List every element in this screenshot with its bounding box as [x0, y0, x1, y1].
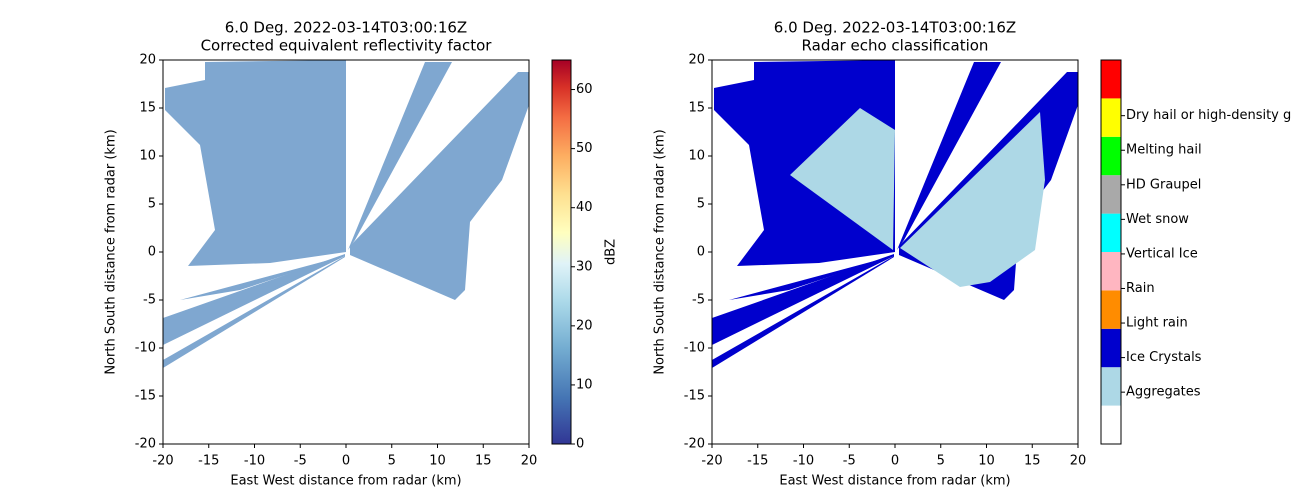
x-tick-label: -15 — [747, 454, 768, 469]
colorbar-label: dBZ — [604, 239, 619, 265]
colorbar-segment — [1101, 367, 1121, 406]
x-tick-label: 5 — [937, 454, 945, 469]
y-tick-label: -5 — [692, 293, 705, 308]
colorbar-segment — [1101, 98, 1121, 137]
chart-title: Corrected equivalent reflectivity factor — [201, 37, 493, 55]
colorbar-tick-label: 0 — [576, 437, 584, 452]
x-tick-label: -5 — [294, 454, 307, 469]
x-tick-label: -10 — [793, 454, 814, 469]
colorbar-segment — [1101, 290, 1121, 329]
x-tick-label: 5 — [388, 454, 396, 469]
colorbar-tick-label: Dry hail or high-density g — [1126, 108, 1291, 123]
y-tick-label: 15 — [688, 101, 705, 116]
x-tick-label: 10 — [429, 454, 446, 469]
colorbar-tick-label: Melting hail — [1126, 143, 1202, 158]
y-tick-label: 10 — [688, 149, 705, 164]
x-tick-label: 15 — [475, 454, 492, 469]
y-tick-label: -20 — [135, 437, 156, 452]
chart-title: 6.0 Deg. 2022-03-14T03:00:16Z — [774, 19, 1016, 37]
x-axis-label: East West distance from radar (km) — [779, 474, 1010, 489]
colorbar-tick-label: 40 — [576, 200, 593, 215]
x-tick-label: -20 — [701, 454, 722, 469]
x-tick-label: -20 — [152, 454, 173, 469]
colorbar-segment — [1101, 213, 1121, 252]
y-tick-label: 5 — [697, 197, 705, 212]
colorbar-segment — [1101, 175, 1121, 214]
colorbar-tick-label: 20 — [576, 318, 593, 333]
y-tick-label: -10 — [135, 341, 156, 356]
colorbar-tick-label: 60 — [576, 82, 593, 97]
y-tick-label: -5 — [143, 293, 156, 308]
colorbar-tick-label: HD Graupel — [1126, 177, 1201, 192]
x-tick-label: -10 — [244, 454, 265, 469]
colorbar-gradient — [552, 60, 571, 444]
colorbar-tick-label: Wet snow — [1126, 212, 1189, 227]
x-tick-label: 10 — [978, 454, 995, 469]
y-tick-label: 20 — [688, 53, 705, 68]
y-tick-label: 20 — [139, 53, 156, 68]
colorbar-tick-label: Light rain — [1126, 316, 1188, 331]
x-tick-label: 20 — [521, 454, 538, 469]
colorbar-tick-label: Ice Crystals — [1126, 350, 1202, 365]
colorbar-tick-label: Rain — [1126, 281, 1155, 296]
chart-title: Radar echo classification — [802, 37, 989, 55]
colorbar-segment — [1101, 60, 1121, 99]
colorbar-segment — [1101, 252, 1121, 291]
reflectivity-field — [163, 60, 529, 368]
x-tick-label: -5 — [843, 454, 856, 469]
y-tick-label: -15 — [135, 389, 156, 404]
x-axis-label: East West distance from radar (km) — [230, 474, 461, 489]
y-axis-label: North South distance from radar (km) — [104, 129, 119, 374]
x-tick-label: 0 — [342, 454, 350, 469]
y-tick-label: 0 — [148, 245, 156, 260]
colorbar-frame — [551, 59, 572, 445]
colorbar-tick-label: Aggregates — [1126, 385, 1201, 400]
colorbar-segment — [1101, 328, 1121, 368]
x-tick-label: 20 — [1070, 454, 1087, 469]
x-tick-label: 15 — [1024, 454, 1041, 469]
colorbar-tick-label: 30 — [576, 259, 593, 274]
y-tick-label: 10 — [139, 149, 156, 164]
y-tick-label: -15 — [684, 389, 705, 404]
x-tick-label: 0 — [891, 454, 899, 469]
colorbar-frame — [1100, 59, 1122, 445]
colorbar-tick-label: 50 — [576, 141, 593, 156]
y-tick-label: 0 — [697, 245, 705, 260]
colorbar-tick-label: Vertical Ice — [1126, 246, 1198, 261]
y-tick-label: 15 — [139, 101, 156, 116]
y-tick-label: -20 — [684, 437, 705, 452]
chart-title: 6.0 Deg. 2022-03-14T03:00:16Z — [225, 19, 467, 37]
colorbar-segment — [1101, 405, 1121, 444]
x-tick-label: -15 — [198, 454, 219, 469]
y-tick-label: -10 — [684, 341, 705, 356]
y-tick-label: 5 — [148, 197, 156, 212]
y-axis-label: North South distance from radar (km) — [653, 129, 668, 374]
colorbar-segment — [1101, 136, 1121, 176]
colorbar-tick-label: 10 — [576, 377, 593, 392]
